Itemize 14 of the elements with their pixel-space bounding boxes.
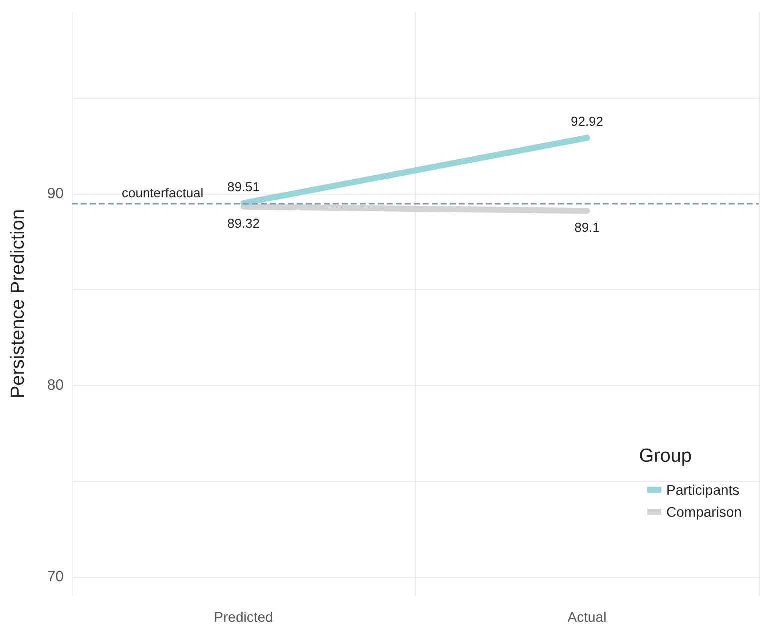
ref-line-label: counterfactual [122,185,204,200]
legend-label: Comparison [666,504,742,520]
legend-title: Group [639,446,692,467]
y-tick-label: 70 [47,568,64,586]
data-label: 89.1 [574,220,600,236]
x-tick-label: Actual [568,609,607,624]
data-label: 89.32 [227,216,260,231]
y-axis-title: Persistence Prediction [8,209,29,399]
y-tick-label: 90 [47,185,64,202]
data-label: 89.51 [227,179,260,194]
legend-label: Participants [666,482,740,498]
x-tick-label: Predicted [214,609,274,624]
y-tick-label: 80 [47,376,64,394]
data-label: 92.92 [570,114,604,129]
